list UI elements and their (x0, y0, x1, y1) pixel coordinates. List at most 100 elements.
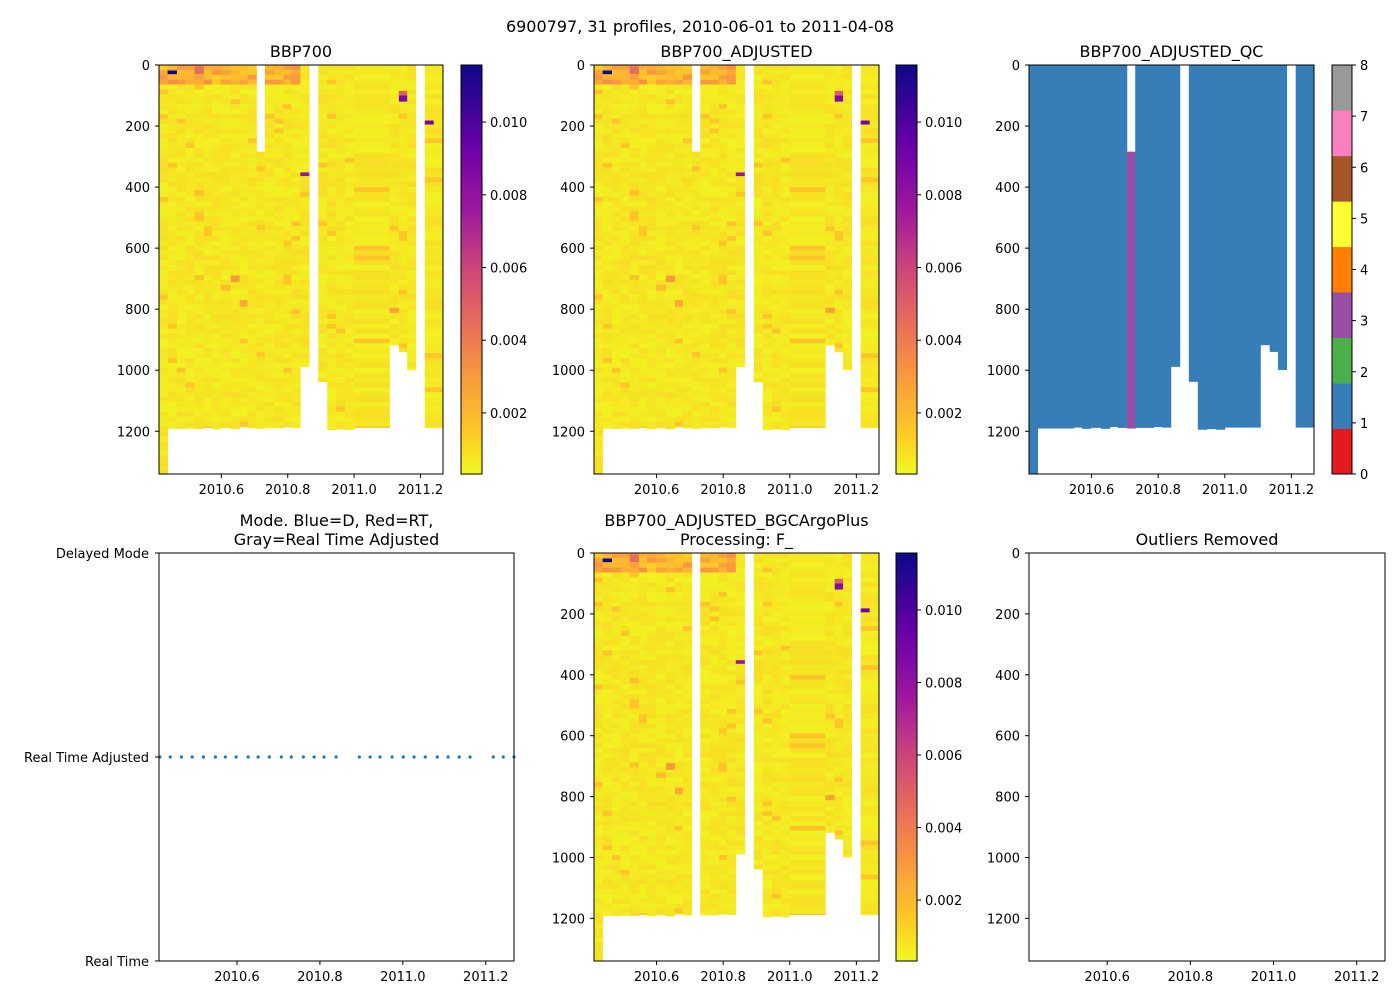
heatmap-cell (283, 240, 292, 246)
heatmap-cell (638, 406, 648, 413)
heatmap-cell (230, 240, 240, 246)
heatmap-cell (291, 333, 301, 339)
heatmap-cell (211, 274, 222, 281)
heatmap-cell (718, 123, 728, 129)
heatmap-cell (185, 148, 195, 154)
heatmap-cell (718, 94, 728, 100)
heatmap-cell (665, 796, 676, 802)
heatmap-cell (735, 99, 746, 105)
heatmap-cell (860, 255, 880, 261)
heatmap-cell (762, 196, 773, 203)
heatmap-cell (424, 211, 444, 217)
heatmap-cell (194, 74, 205, 80)
heatmap-cell (424, 221, 444, 227)
heatmap-cell (611, 245, 621, 251)
heatmap-cell (655, 99, 667, 105)
heatmap-cell (407, 162, 417, 168)
heatmap-cell (239, 65, 248, 71)
heatmap-cell (264, 318, 275, 325)
heatmap-cell (194, 216, 205, 222)
heatmap-cell (389, 167, 400, 173)
heatmap-cell (665, 699, 676, 705)
heatmap-cell (185, 260, 195, 266)
heatmap-cell (665, 416, 676, 422)
heatmap-cell (700, 811, 711, 817)
heatmap-cell (629, 397, 640, 403)
heatmap-cell (167, 338, 178, 344)
heatmap-cell (665, 660, 676, 666)
heatmap-cell (665, 382, 676, 388)
heatmap-cell (691, 420, 701, 426)
heatmap-cell (682, 196, 693, 203)
heatmap-cell (211, 162, 222, 168)
heatmap-cell (167, 387, 178, 393)
heatmap-cell (718, 669, 728, 676)
heatmap-cell (860, 123, 880, 129)
heatmap-cell (327, 211, 337, 217)
heatmap-cell (629, 777, 640, 783)
heatmap-cell (239, 113, 248, 120)
heatmap-cell (709, 840, 720, 846)
heatmap-cell (318, 377, 328, 383)
heatmap-cell (594, 957, 603, 962)
heatmap-cell (682, 182, 693, 188)
heatmap-cell (843, 182, 852, 188)
heatmap-cell (843, 99, 852, 105)
heatmap-cell (646, 162, 657, 168)
heatmap-cell (185, 177, 195, 183)
qc-column (1206, 65, 1217, 430)
heatmap-cell (211, 416, 222, 422)
heatmap-cell (700, 582, 711, 588)
heatmap-cell (843, 172, 852, 178)
heatmap-cell (762, 289, 773, 295)
heatmap-cell (700, 845, 711, 851)
heatmap-cell (834, 221, 844, 227)
heatmap-cell (646, 309, 657, 315)
heatmap-cell (602, 284, 613, 290)
heatmap-cell (726, 143, 737, 149)
heatmap-cell (691, 220, 701, 226)
heatmap-cell (247, 338, 257, 344)
heatmap-cell (665, 859, 676, 866)
heatmap-cell (274, 328, 284, 334)
heatmap-cell (860, 196, 880, 203)
heatmap-cell (318, 284, 328, 290)
heatmap-cell (620, 167, 630, 173)
heatmap-cell (345, 299, 355, 305)
heatmap-cell (753, 84, 764, 90)
heatmap-cell (194, 294, 205, 300)
heatmap-cell (594, 128, 603, 134)
heatmap-cell (674, 353, 684, 359)
heatmap-cell (665, 889, 676, 895)
heatmap-cell (594, 869, 603, 875)
heatmap-cell (709, 777, 720, 783)
heatmap-cell (860, 226, 880, 232)
heatmap-cell (700, 338, 711, 344)
heatmap-cell (424, 84, 444, 90)
heatmap-cell (354, 397, 390, 403)
heatmap-cell (620, 138, 630, 144)
heatmap-cell (674, 304, 684, 310)
heatmap-cell (594, 786, 603, 793)
heatmap-cell (735, 191, 746, 198)
heatmap-cell (655, 118, 667, 124)
heatmap-cell (264, 397, 275, 403)
heatmap-cell (327, 206, 337, 212)
heatmap-cell (709, 669, 720, 676)
heatmap-cell (594, 231, 603, 237)
heatmap-cell (256, 322, 266, 328)
qc-column (1161, 65, 1172, 428)
heatmap-cell (291, 226, 301, 232)
heatmap-cell (211, 235, 222, 242)
heatmap-cell (629, 806, 640, 812)
heatmap-cell (167, 113, 178, 120)
heatmap-cell (220, 401, 231, 408)
heatmap-cell (646, 235, 657, 242)
heatmap-cell (735, 152, 746, 159)
heatmap-cell (700, 572, 711, 578)
heatmap-cell (834, 348, 844, 353)
heatmap-cell (620, 669, 630, 676)
heatmap-cell (327, 221, 337, 227)
heatmap-cell (256, 234, 266, 240)
heatmap-cell (655, 689, 667, 695)
